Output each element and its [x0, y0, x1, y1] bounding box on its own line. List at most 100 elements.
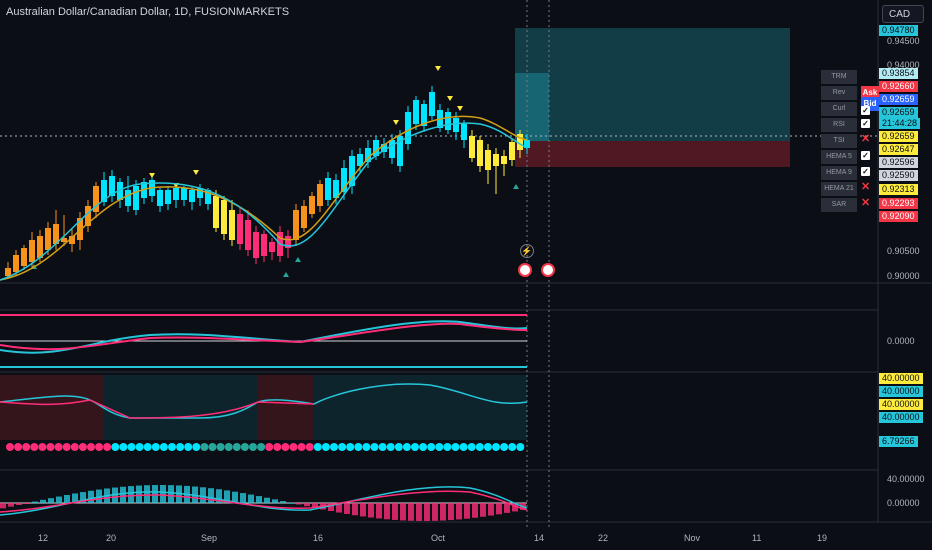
hist-bar	[448, 503, 454, 521]
candle-body	[421, 104, 427, 126]
dot-marker	[483, 443, 492, 451]
up-triangle	[283, 272, 289, 277]
candle-body	[213, 196, 219, 228]
legend-name: Curl	[821, 102, 857, 116]
hist-bar	[256, 496, 262, 503]
price-tag-last: 0.92659	[879, 107, 918, 118]
check-icon[interactable]: ✓	[861, 167, 870, 176]
candle-body	[405, 112, 411, 144]
hist-bar	[264, 497, 270, 503]
dot-marker	[54, 443, 63, 451]
dot-marker	[273, 443, 282, 451]
hist-bar	[56, 496, 62, 503]
candle-body	[37, 236, 43, 258]
hist-bar	[392, 503, 398, 520]
flag-icon[interactable]	[541, 263, 555, 277]
dot-marker	[38, 443, 47, 451]
candle-body	[61, 238, 67, 242]
lightning-icon[interactable]: ⚡	[520, 244, 534, 258]
candle-body	[181, 188, 187, 200]
candle-body	[397, 136, 403, 166]
close-icon[interactable]: ✕	[861, 181, 871, 193]
dot-marker	[249, 443, 257, 451]
hist-bar	[464, 503, 470, 519]
down-triangle	[435, 66, 441, 71]
hist-bar	[480, 503, 486, 517]
hist-bar	[208, 488, 214, 503]
hist-bar	[16, 503, 22, 505]
check-icon[interactable]: ✓	[861, 151, 870, 160]
price-tag: 0.92090	[879, 211, 918, 222]
candle-body	[101, 180, 107, 202]
candle-body	[413, 100, 419, 124]
check-icon[interactable]: ✓	[861, 119, 870, 128]
price-tick: 0.94000	[887, 60, 920, 70]
currency-button[interactable]: CAD	[882, 5, 924, 23]
price-tag: 0.93854	[879, 68, 918, 79]
legend-row-rev[interactable]: Rev Ask	[821, 86, 879, 102]
candle-body	[205, 190, 211, 204]
rsi-zone	[104, 375, 258, 440]
dot-marker	[257, 443, 266, 451]
candle-body	[229, 210, 235, 240]
close-icon[interactable]: ✕	[861, 133, 871, 145]
hist-bar	[384, 503, 390, 520]
dot-marker	[330, 443, 338, 451]
dot-marker	[6, 443, 14, 451]
hist-bar	[296, 503, 302, 505]
dot-marker	[402, 443, 411, 451]
legend-row-hema21[interactable]: HEMA 21 ✕	[821, 182, 879, 198]
hist-bar	[248, 494, 254, 503]
x-axis-label: 11	[752, 533, 762, 543]
check-icon[interactable]: ✓	[861, 106, 870, 115]
rsi-tag: 40.00000	[879, 399, 923, 410]
flag-icon[interactable]	[518, 263, 532, 277]
dot-marker	[232, 443, 241, 451]
candle-body	[461, 124, 467, 140]
candle-body	[237, 214, 243, 244]
candle-body	[165, 190, 171, 204]
macd-zero-label: 0.0000	[887, 336, 915, 346]
candle-body	[109, 176, 115, 196]
candle-body	[524, 140, 530, 148]
legend-row-hema9[interactable]: HEMA 9 ✓	[821, 166, 879, 182]
candle-body	[293, 210, 299, 240]
down-triangle	[193, 170, 199, 175]
ma-line	[0, 115, 528, 281]
legend-row-tsi[interactable]: TSI ✕	[821, 134, 879, 150]
legend-row-hema5[interactable]: HEMA 5 ✓	[821, 150, 879, 166]
hist-bar	[352, 503, 358, 516]
dot-marker	[321, 443, 330, 451]
hist-bar	[128, 486, 134, 503]
hist-bar	[152, 485, 158, 503]
dot-marker	[103, 443, 112, 451]
dot-marker	[240, 443, 249, 451]
candle-body	[485, 150, 491, 170]
rsi-tag: 40.00000	[879, 412, 923, 423]
dot-marker	[119, 443, 128, 451]
hist-bar	[144, 485, 150, 503]
hist-bar	[200, 487, 206, 503]
hist-bar	[400, 503, 406, 521]
dot-marker	[143, 443, 152, 451]
hist-line	[0, 486, 528, 516]
legend-row-rsi[interactable]: RSI ✓	[821, 118, 879, 134]
dot-marker	[62, 443, 71, 451]
hist-bar	[304, 503, 310, 507]
legend-row-curl[interactable]: Curl Bid ✓	[821, 97, 879, 118]
dot-marker	[216, 443, 225, 451]
dot-marker	[159, 443, 168, 451]
hist-bar	[512, 503, 518, 512]
hist-bar	[312, 503, 318, 508]
price-tag-ask: 0.92660	[879, 81, 918, 92]
legend-name: SAR	[821, 198, 857, 212]
price-tag: 0.92293	[879, 198, 918, 209]
candle-body	[117, 182, 123, 200]
close-icon[interactable]: ✕	[861, 197, 871, 209]
price-tag: 0.92313	[879, 184, 918, 195]
legend-row-trm[interactable]: TRM	[821, 70, 879, 86]
legend-row-sar[interactable]: SAR ✕	[821, 198, 879, 214]
hist-bar	[224, 490, 230, 503]
dot-marker	[443, 443, 452, 451]
